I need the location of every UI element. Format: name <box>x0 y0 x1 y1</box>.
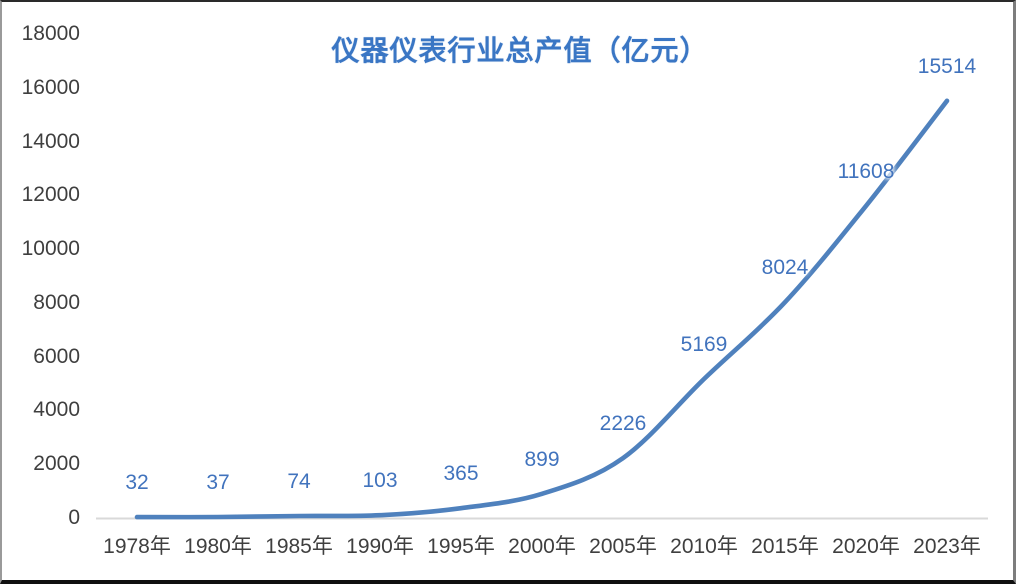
x-tick-label: 1995年 <box>427 535 495 558</box>
x-tick-label: 2000年 <box>508 535 576 558</box>
data-label: 74 <box>287 470 311 493</box>
data-label: 37 <box>206 471 230 494</box>
y-tick-label: 8000 <box>33 290 80 314</box>
data-label: 8024 <box>761 256 809 280</box>
data-label: 2226 <box>599 412 647 436</box>
x-tick-label: 1978年 <box>103 535 171 558</box>
y-tick-label: 12000 <box>21 183 80 207</box>
chart-title: 仪器仪表行业总产值（亿元） <box>331 35 709 66</box>
x-tick-label: 2005年 <box>589 535 657 558</box>
data-label: 32 <box>125 471 149 495</box>
data-label: 11608 <box>837 159 895 183</box>
x-tick-label: 2023年 <box>913 535 981 558</box>
data-label: 5169 <box>680 333 728 356</box>
data-label: 899 <box>524 447 560 471</box>
data-label: 103 <box>362 469 398 493</box>
y-tick-label: 6000 <box>33 344 80 368</box>
data-label: 15514 <box>917 54 977 78</box>
x-tick-label: 1990年 <box>346 535 414 558</box>
series-line <box>134 98 950 520</box>
y-tick-label: 4000 <box>33 398 80 422</box>
x-tick-label: 2020年 <box>832 535 900 558</box>
y-tick-label: 18000 <box>21 22 80 45</box>
y-tick-label: 10000 <box>21 237 80 261</box>
y-tick-label: 16000 <box>21 75 80 99</box>
x-tick-label: 2010年 <box>670 535 738 558</box>
y-tick-label: 0 <box>68 506 80 529</box>
y-tick-label: 14000 <box>21 129 80 153</box>
y-tick-label: 2000 <box>33 452 80 476</box>
x-tick-label: 1980年 <box>184 535 252 558</box>
x-tick-label: 1985年 <box>265 535 333 558</box>
x-tick-label: 2015年 <box>751 535 819 558</box>
data-label: 365 <box>443 462 479 486</box>
